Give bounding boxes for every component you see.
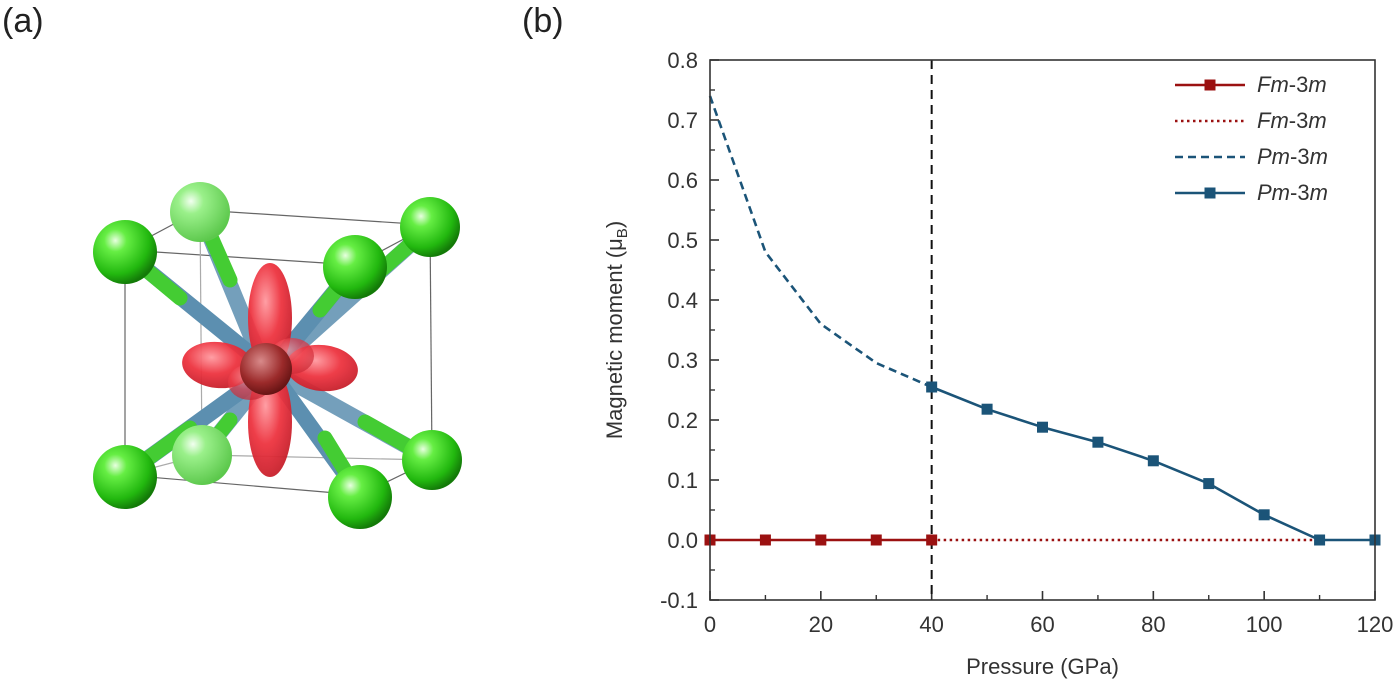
y-tick-label: 0.6	[667, 168, 698, 193]
y-tick-label: 0.3	[667, 348, 698, 373]
series-3-point	[1203, 478, 1215, 490]
y-tick-label: -0.1	[660, 588, 698, 613]
series-0-point	[815, 534, 827, 546]
series-3-point	[1037, 421, 1048, 433]
y-axis-label-mu: μ	[602, 238, 627, 251]
series-3-point	[981, 403, 993, 415]
x-tick-label: 100	[1246, 612, 1283, 637]
x-axis-label: Pressure (GPa)	[966, 654, 1119, 679]
y-axis-label-main: Magnetic moment (	[602, 250, 627, 439]
x-tick-label: 20	[809, 612, 833, 637]
plot-frame	[709, 59, 1376, 601]
y-axis-label: Magnetic moment (μB)	[602, 221, 631, 439]
series-0-point	[759, 534, 771, 546]
legend: Fm-3m Fm-3m Pm-3m Pm-3m	[1175, 72, 1328, 205]
back-ligand-atoms	[170, 182, 462, 490]
series-group	[704, 95, 1381, 546]
crystal-structure-illustration	[93, 182, 462, 529]
y-axis-label-close: )	[602, 221, 627, 228]
magnetic-moment-chart: 0 20 40 60 80 100 120 -0.1 0.0 0.1 0.2 0.3 0.4 0.5 0.…	[602, 48, 1393, 679]
legend-label-3: Pm-3m	[1257, 180, 1328, 205]
legend-label-1: Fm-3m	[1257, 108, 1327, 133]
x-tick-label: 0	[704, 612, 716, 637]
legend-marker-3	[1204, 187, 1216, 199]
x-tick-label: 60	[1030, 612, 1054, 637]
panel-label-a: (a)	[2, 2, 44, 40]
x-tick-labels: 0 20 40 60 80 100 120	[704, 612, 1393, 637]
metal-atom	[240, 343, 292, 395]
front-ligand-atoms	[93, 220, 392, 529]
series-0-point	[926, 534, 938, 546]
y-tick-labels: -0.1 0.0 0.1 0.2 0.3 0.4 0.5 0.6 0.7 0.8	[660, 48, 698, 613]
y-tick-label: 0.5	[667, 228, 698, 253]
x-tick-label: 120	[1357, 612, 1394, 637]
y-tick-label: 0.7	[667, 108, 698, 133]
y-axis-label-sub: B	[614, 228, 631, 238]
panel-label-b: (b)	[522, 2, 564, 40]
series-3-point	[1147, 455, 1159, 467]
y-tick-label: 0.1	[667, 468, 698, 493]
series-3-point	[1258, 509, 1270, 521]
y-tick-label: 0.8	[667, 48, 698, 73]
y-tick-label: 0.2	[667, 408, 698, 433]
legend-label-0: Fm-3m	[1257, 72, 1327, 97]
legend-marker-0	[1204, 79, 1216, 91]
y-tick-label: 0.4	[667, 288, 698, 313]
series-3-point	[926, 381, 938, 393]
series-3-point	[1092, 436, 1104, 448]
series-0-point	[870, 534, 882, 546]
x-tick-label: 40	[919, 612, 943, 637]
x-tick-label: 80	[1141, 612, 1165, 637]
legend-label-2: Pm-3m	[1257, 144, 1328, 169]
y-tick-label: 0.0	[667, 528, 698, 553]
series-line-2	[708, 95, 933, 389]
series-3-point	[1314, 534, 1326, 546]
